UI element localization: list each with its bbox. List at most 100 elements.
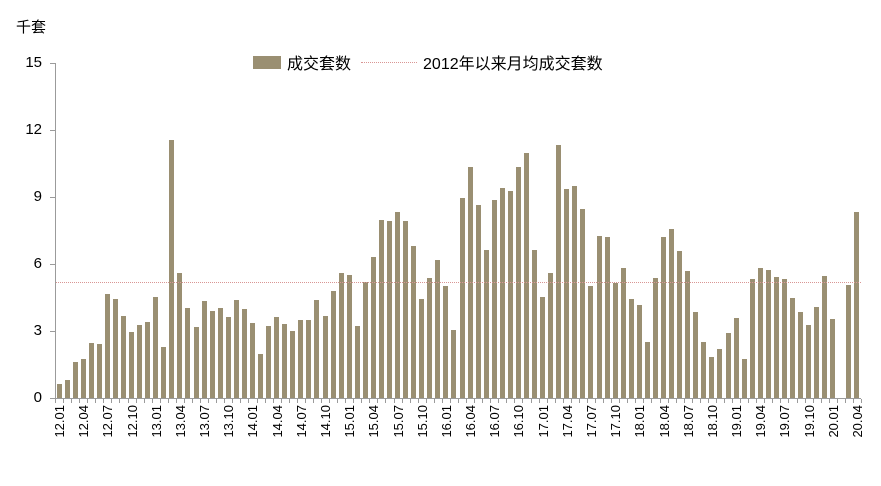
bar-series-swatch	[253, 55, 281, 69]
bar-13.11	[233, 300, 239, 398]
x-tick	[55, 399, 56, 403]
bar-14.10	[322, 315, 328, 398]
x-tick	[715, 399, 717, 403]
x-tick	[409, 399, 411, 403]
x-tick	[425, 399, 427, 403]
bar-18.07	[685, 270, 691, 398]
x-tick	[216, 399, 218, 403]
legend: 成交套数 2012年以来月均成交套数	[253, 51, 603, 73]
bar-15.11	[427, 278, 433, 398]
x-tick	[812, 399, 814, 403]
x-tick	[175, 399, 177, 403]
bar-13.02	[161, 347, 167, 398]
x-tick-label: 13.10	[221, 405, 237, 438]
x-tick	[79, 399, 81, 403]
x-tick	[304, 399, 306, 403]
x-tick	[159, 399, 161, 403]
bar-16.01	[443, 286, 449, 398]
x-tick-label: 18.04	[656, 405, 672, 438]
bar-19.04	[757, 267, 763, 398]
y-tick-label: 3	[33, 322, 42, 339]
x-tick	[820, 399, 822, 403]
x-tick	[772, 399, 774, 403]
bar-18.06	[677, 251, 683, 398]
x-tick	[490, 399, 492, 403]
bar-18.08	[693, 312, 699, 398]
bar-13.06	[193, 326, 199, 398]
x-tick	[482, 399, 484, 403]
x-tick	[530, 399, 532, 403]
x-tick	[611, 399, 613, 403]
bar-14.02	[258, 354, 264, 398]
bar-19.11	[814, 307, 820, 398]
x-tick	[393, 399, 395, 403]
x-tick	[578, 399, 580, 403]
bar-16.08	[499, 187, 505, 398]
bar-17.08	[596, 236, 602, 398]
bar-15.04	[370, 256, 376, 398]
x-tick	[248, 399, 250, 403]
x-tick	[595, 399, 597, 403]
x-tick	[466, 399, 468, 403]
bar-18.11	[717, 349, 723, 398]
bar-16.02	[451, 330, 457, 398]
x-tick	[732, 399, 734, 403]
x-tick	[458, 399, 459, 403]
x-tick	[329, 399, 331, 403]
bar-13.10	[225, 316, 231, 398]
x-tick	[369, 399, 371, 403]
x-tick	[63, 399, 65, 403]
y-tick-label: 12	[25, 121, 42, 138]
x-tick	[675, 399, 677, 403]
x-tick-label: 14.07	[293, 405, 309, 438]
bar-12.09	[121, 315, 126, 398]
bar-13.08	[209, 311, 215, 398]
y-tick	[50, 398, 55, 399]
y-tick	[50, 63, 55, 64]
bar-12.03	[72, 361, 78, 398]
bar-15.03	[362, 282, 368, 398]
x-tick-label: 19.07	[777, 405, 793, 438]
x-tick-label: 16.04	[463, 405, 479, 438]
x-tick	[828, 399, 830, 403]
x-tick-label: 15.04	[366, 405, 382, 438]
x-tick	[167, 399, 169, 403]
bar-19.01	[733, 318, 739, 398]
x-tick	[127, 399, 129, 403]
x-tick-label: 19.10	[801, 405, 817, 438]
bar-17.04	[564, 189, 570, 398]
x-tick-label: 17.04	[559, 405, 575, 438]
x-tick	[288, 399, 290, 403]
x-tick	[538, 399, 540, 403]
y-tick	[50, 197, 55, 198]
x-tick	[836, 399, 838, 403]
bar-19.07	[781, 278, 787, 398]
bar-19.02	[741, 358, 747, 398]
x-tick	[804, 399, 806, 403]
x-tick	[691, 399, 693, 403]
bar-19.09	[798, 312, 804, 398]
x-tick	[433, 399, 435, 403]
x-tick	[151, 399, 153, 403]
x-tick	[71, 399, 73, 403]
x-tick	[861, 399, 862, 403]
average-line-sample	[361, 61, 418, 63]
x-tick	[135, 399, 137, 403]
bar-14.04	[274, 316, 280, 398]
bar-12.05	[88, 343, 94, 398]
x-tick-label: 18.10	[704, 405, 720, 438]
bar-15.10	[419, 299, 425, 398]
bar-12.07	[104, 293, 110, 398]
bar-18.01	[636, 304, 642, 398]
bar-15.12	[435, 259, 441, 398]
legend-item-bars: 成交套数	[253, 50, 351, 74]
x-tick	[780, 399, 782, 403]
bar-12.02	[64, 380, 70, 398]
x-tick	[651, 399, 653, 403]
x-tick	[417, 399, 419, 403]
bar-12.04	[80, 358, 86, 398]
bar-18.05	[669, 228, 675, 398]
x-tick	[449, 399, 451, 403]
y-tick	[50, 130, 55, 131]
bar-15.06	[386, 220, 392, 398]
